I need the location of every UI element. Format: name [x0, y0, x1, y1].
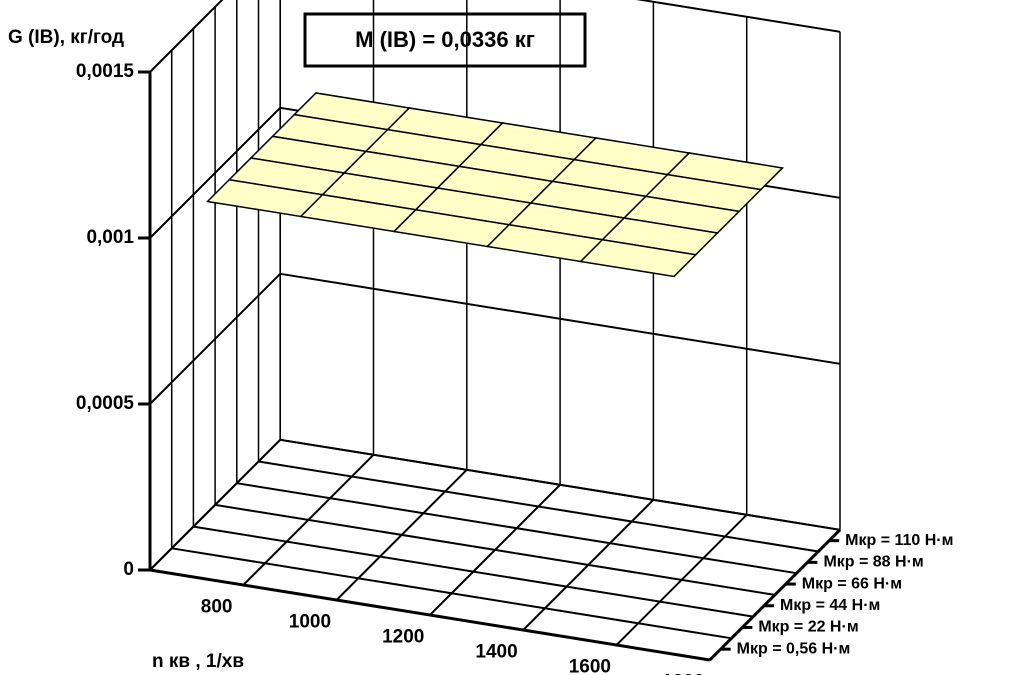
surface-cell — [579, 238, 698, 278]
grid-line — [635, 0, 841, 33]
y-tick-label: 0,001 — [86, 227, 134, 248]
floor-line — [258, 460, 819, 553]
x-tick-label: 1000 — [289, 612, 331, 633]
series-label: Мкр = 88 Н·м — [823, 554, 923, 571]
depth-axis — [708, 528, 842, 662]
floor-line — [236, 482, 797, 575]
x-tick-label: 1600 — [569, 657, 611, 675]
x-tick-label: 800 — [201, 597, 233, 618]
x-tick-label: 1200 — [382, 627, 424, 648]
series-label: Мкр = 66 Н·м — [802, 575, 902, 592]
floor-line — [214, 503, 776, 596]
y-tick-label: 0 — [123, 559, 134, 580]
y-axis-label: G (IB), кг/год — [8, 27, 124, 48]
floor-line — [193, 525, 754, 618]
series-label: Мкр = 22 Н·м — [758, 619, 858, 636]
x-tick-label: 1400 — [475, 642, 517, 663]
x-axis — [149, 568, 711, 662]
floor-line — [280, 438, 841, 531]
x-tick-label: 1800 — [662, 672, 704, 675]
y-tick-label: 0,0015 — [76, 61, 135, 82]
grid-line — [280, 272, 841, 365]
grid-line — [149, 107, 281, 239]
chart-title: M (IB) = 0,0336 кг — [355, 27, 535, 52]
series-label: Мкр = 110 Н·м — [845, 532, 953, 549]
title-box — [303, 12, 587, 68]
floor-line — [171, 547, 732, 640]
series-label: Мкр = 0,56 Н·м — [737, 640, 851, 657]
x-axis-label: n кв , 1/хв — [152, 651, 244, 672]
grid-line — [149, 273, 281, 405]
series-label: Мкр = 44 Н·м — [780, 597, 880, 614]
y-tick-label: 0,0005 — [76, 393, 135, 414]
grid-line — [149, 0, 224, 73]
